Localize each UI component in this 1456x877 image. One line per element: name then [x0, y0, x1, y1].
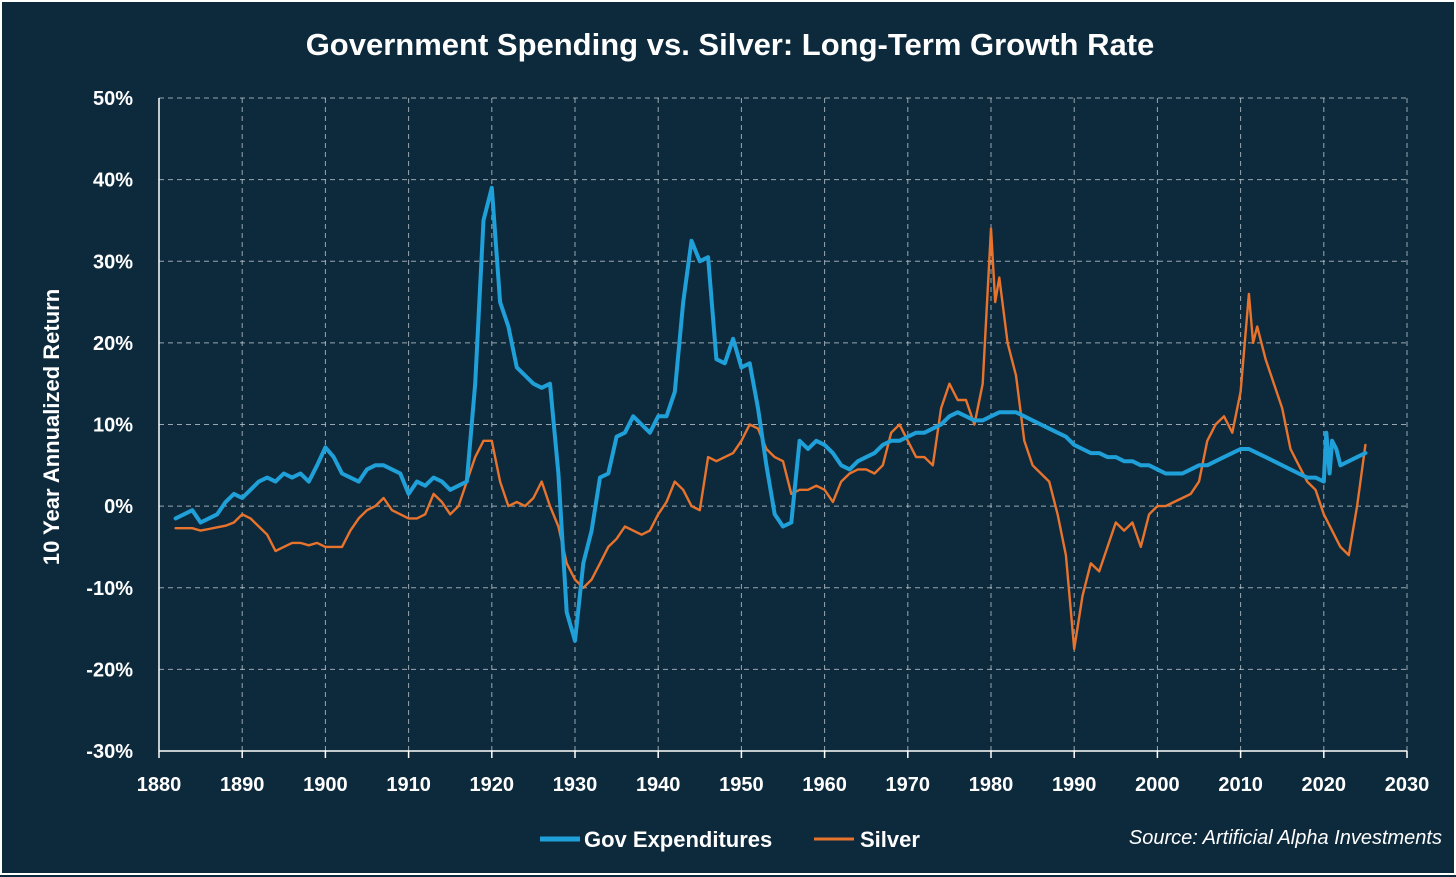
- y-tick-label: 40%: [93, 170, 133, 192]
- y-tick-label: -30%: [86, 741, 133, 763]
- x-tick-label: 2020: [1302, 774, 1347, 796]
- legend-label-gov-expenditures: Gov Expenditures: [584, 827, 772, 852]
- x-tick-label: 2010: [1218, 774, 1263, 796]
- x-tick-label: 1970: [886, 774, 931, 796]
- x-tick-labels: 1880 1890 1900 1910 1920 1930 1940 1950 1960 1970…: [137, 774, 1430, 796]
- y-tick-label: 50%: [93, 88, 133, 110]
- y-tick-label: 30%: [93, 251, 133, 273]
- y-tick-labels: -30% -20% -10% 0% 10% 20% 30% 40% 50%: [86, 88, 133, 763]
- grid-layer: [158, 97, 1408, 758]
- x-tick-label: 1990: [1052, 774, 1097, 796]
- y-axis-label: 10 Year Annualized Return: [39, 289, 64, 565]
- x-tick-label: 1910: [386, 774, 431, 796]
- source-note: Source: Artificial Alpha Investments: [1129, 827, 1442, 849]
- x-tick-label: 1940: [636, 774, 681, 796]
- x-tick-label: 1980: [969, 774, 1014, 796]
- x-tick-label: 1900: [303, 774, 348, 796]
- x-tick-label: 1930: [553, 774, 598, 796]
- x-tick-label: 2030: [1385, 774, 1430, 796]
- x-tick-label: 1960: [802, 774, 847, 796]
- x-tick-label: 2000: [1135, 774, 1180, 796]
- legend: Gov Expenditures Silver: [540, 827, 920, 852]
- legend-label-silver: Silver: [860, 827, 920, 852]
- x-tick-label: 1950: [719, 774, 764, 796]
- series-line-gov-expenditures: [173, 185, 1368, 643]
- x-tick-label: 1920: [470, 774, 515, 796]
- chart-title: Government Spending vs. Silver: Long-Ter…: [306, 27, 1155, 62]
- x-tick-label: 1890: [220, 774, 265, 796]
- y-tick-label: 0%: [104, 496, 133, 518]
- series-layer: [173, 185, 1368, 651]
- y-tick-label: -10%: [86, 578, 133, 600]
- y-tick-label: 10%: [93, 415, 133, 437]
- series-line-silver: [174, 227, 1367, 651]
- x-tick-label: 1880: [137, 774, 182, 796]
- y-tick-label: -20%: [86, 659, 133, 681]
- y-tick-label: 20%: [93, 333, 133, 355]
